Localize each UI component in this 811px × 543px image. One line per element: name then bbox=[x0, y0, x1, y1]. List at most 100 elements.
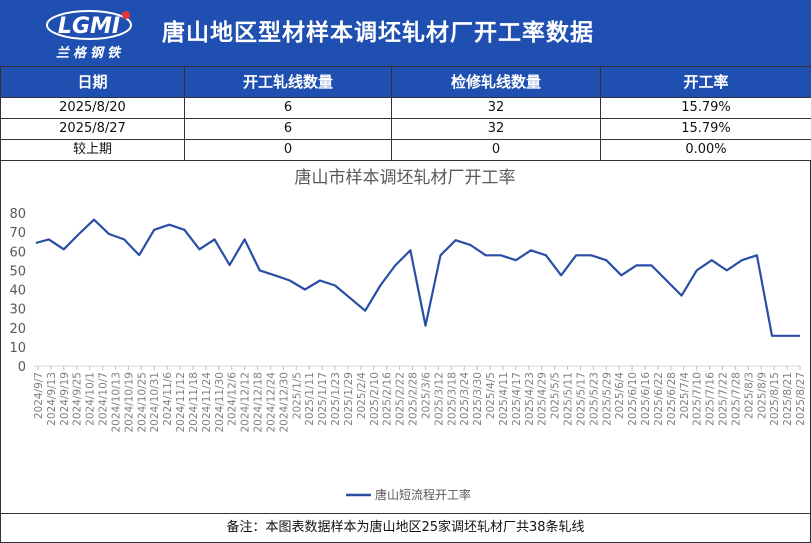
page-title: 唐山地区型材样本调坯轧材厂开工率数据 bbox=[162, 20, 594, 46]
x-tick-label: 2025/5/23 bbox=[588, 372, 600, 426]
table-cell: 0 bbox=[391, 139, 601, 161]
x-tick-label: 2025/4/29 bbox=[537, 372, 549, 426]
x-tick-label: 2025/5/17 bbox=[575, 372, 587, 426]
x-tick-label: 2025/6/4 bbox=[614, 372, 626, 419]
header-banner: LGMI 兰格钢铁 唐山地区型材样本调坯轧材厂开工率数据 bbox=[0, 0, 811, 66]
logo-text: 兰格钢铁 bbox=[55, 46, 124, 61]
y-tick-label: 50 bbox=[9, 264, 26, 279]
x-axis: 2024/9/7 2024/9/13 2024/9/19 2024/9/25 2024/… bbox=[33, 365, 807, 433]
x-tick-label: 2024/9/13 bbox=[46, 372, 58, 426]
y-tick-label: 60 bbox=[9, 245, 26, 260]
column-header-running-lines: 开工轧线数量 bbox=[184, 66, 392, 98]
x-tick-label: 2024/11/12 bbox=[175, 372, 187, 433]
table-cell: 32 bbox=[391, 97, 601, 119]
table-cell: 2025/8/20 bbox=[0, 97, 185, 119]
x-tick-label: 2024/11/24 bbox=[201, 372, 213, 433]
x-tick-label: 2025/7/22 bbox=[718, 372, 730, 426]
data-table: 日期 开工轧线数量 检修轧线数量 开工率 2025/8/20 6 32 15.7… bbox=[0, 66, 811, 161]
column-header-date: 日期 bbox=[0, 66, 185, 98]
y-tick-label: 0 bbox=[18, 360, 26, 375]
table-cell: 15.79% bbox=[600, 118, 811, 140]
x-tick-label: 2025/1/5 bbox=[291, 372, 303, 419]
x-tick-label: 2025/6/22 bbox=[653, 372, 665, 426]
column-header-operating-rate: 开工率 bbox=[600, 66, 811, 98]
x-tick-label: 2025/3/12 bbox=[433, 372, 445, 426]
y-tick-label: 30 bbox=[9, 303, 26, 318]
x-tick-label: 2025/8/9 bbox=[756, 372, 768, 419]
x-tick-label: 2025/8/3 bbox=[743, 372, 755, 419]
footer-note: 备注：本图表数据样本为唐山地区25家调坯轧材厂共38条轧线 bbox=[0, 513, 811, 543]
legend-label: 唐山短流程开工率 bbox=[375, 487, 471, 502]
y-tick-label: 70 bbox=[9, 226, 26, 241]
table-header-row: 日期 开工轧线数量 检修轧线数量 开工率 bbox=[0, 66, 811, 98]
chart-title: 唐山市样本调坯轧材厂开工率 bbox=[295, 167, 516, 188]
x-tick-label: 2025/5/11 bbox=[563, 372, 575, 426]
x-tick-label: 2025/2/4 bbox=[356, 372, 368, 419]
table-row: 较上期 0 0 0.00% bbox=[0, 139, 811, 161]
x-tick-label: 2024/12/30 bbox=[278, 372, 290, 433]
x-tick-label: 2025/4/5 bbox=[485, 372, 497, 419]
table-cell: 0.00% bbox=[600, 139, 811, 161]
x-tick-label: 2025/7/4 bbox=[679, 372, 691, 419]
x-tick-label: 2025/7/28 bbox=[730, 372, 742, 426]
x-tick-label: 2025/8/21 bbox=[782, 372, 794, 426]
x-tick-label: 2024/10/25 bbox=[136, 372, 148, 433]
logo-letters: LGMI bbox=[58, 14, 120, 39]
y-tick-label: 80 bbox=[9, 207, 26, 222]
x-tick-label: 2024/10/7 bbox=[98, 372, 110, 426]
legend: 唐山短流程开工率 bbox=[346, 487, 471, 502]
table-cell: 2025/8/27 bbox=[0, 118, 185, 140]
x-tick-label: 2025/3/6 bbox=[420, 372, 432, 419]
x-tick-label: 2025/8/15 bbox=[769, 372, 781, 426]
x-tick-label: 2024/11/18 bbox=[188, 372, 200, 433]
x-tick-label: 2025/2/16 bbox=[382, 372, 394, 426]
lgmi-logo: LGMI 兰格钢铁 bbox=[38, 6, 142, 61]
x-tick-label: 2024/9/19 bbox=[59, 372, 71, 426]
x-tick-label: 2025/4/17 bbox=[511, 372, 523, 426]
line-chart: 唐山市样本调坯轧材厂开工率 0 10 20 30 40 50 60 70 80 2024/9/7… bbox=[9, 167, 807, 502]
x-tick-label: 2025/4/23 bbox=[524, 372, 536, 426]
x-tick-label: 2024/9/7 bbox=[33, 372, 45, 419]
x-tick-label: 2025/3/30 bbox=[472, 372, 484, 426]
x-tick-label: 2024/10/13 bbox=[110, 372, 122, 433]
table-cell: 6 bbox=[184, 97, 392, 119]
x-tick-label: 2024/12/18 bbox=[253, 372, 265, 433]
y-axis: 0 10 20 30 40 50 60 70 80 bbox=[9, 207, 26, 375]
logo-mark-icon: LGMI bbox=[46, 10, 132, 40]
x-tick-label: 2024/10/19 bbox=[123, 372, 135, 433]
table-cell: 15.79% bbox=[600, 97, 811, 119]
y-tick-label: 20 bbox=[9, 322, 26, 337]
x-tick-label: 2025/7/10 bbox=[692, 372, 704, 426]
x-tick-label: 2025/8/27 bbox=[795, 372, 807, 426]
table-row: 2025/8/20 6 32 15.79% bbox=[0, 97, 811, 119]
x-tick-label: 2025/2/22 bbox=[395, 372, 407, 426]
x-tick-label: 2025/4/11 bbox=[498, 372, 510, 426]
x-tick-label: 2024/12/12 bbox=[240, 372, 252, 433]
x-tick-label: 2025/1/23 bbox=[330, 372, 342, 426]
chart-panel: 唐山市样本调坯轧材厂开工率 0 10 20 30 40 50 60 70 80 2024/9/7… bbox=[0, 161, 811, 513]
x-tick-label: 2025/3/18 bbox=[446, 372, 458, 426]
x-tick-label: 2025/6/10 bbox=[627, 372, 639, 426]
x-tick-label: 2025/1/17 bbox=[317, 372, 329, 426]
x-tick-label: 2024/12/24 bbox=[265, 372, 277, 433]
table-cell: 0 bbox=[184, 139, 392, 161]
x-tick-label: 2025/2/28 bbox=[408, 372, 420, 426]
x-tick-label: 2024/10/1 bbox=[85, 372, 97, 426]
column-header-maintenance-lines: 检修轧线数量 bbox=[391, 66, 601, 98]
x-tick-label: 2025/1/11 bbox=[304, 372, 316, 426]
x-tick-label: 2025/7/16 bbox=[705, 372, 717, 426]
x-tick-label: 2025/3/24 bbox=[459, 372, 471, 426]
x-tick-label: 2024/11/30 bbox=[214, 372, 226, 433]
x-tick-label: 2024/12/6 bbox=[227, 372, 239, 426]
x-tick-label: 2025/5/29 bbox=[601, 372, 613, 426]
y-tick-label: 10 bbox=[9, 341, 26, 356]
x-tick-label: 2025/6/28 bbox=[666, 372, 678, 426]
x-tick-label: 2024/9/25 bbox=[72, 372, 84, 426]
x-tick-label: 2024/11/6 bbox=[162, 372, 174, 426]
x-tick-label: 2025/1/29 bbox=[343, 372, 355, 426]
x-tick-label: 2025/2/10 bbox=[369, 372, 381, 426]
x-tick-label: 2024/10/31 bbox=[149, 372, 161, 433]
table-cell: 较上期 bbox=[0, 139, 185, 161]
series-layer bbox=[35, 218, 800, 337]
x-tick-label: 2025/5/5 bbox=[550, 372, 562, 419]
